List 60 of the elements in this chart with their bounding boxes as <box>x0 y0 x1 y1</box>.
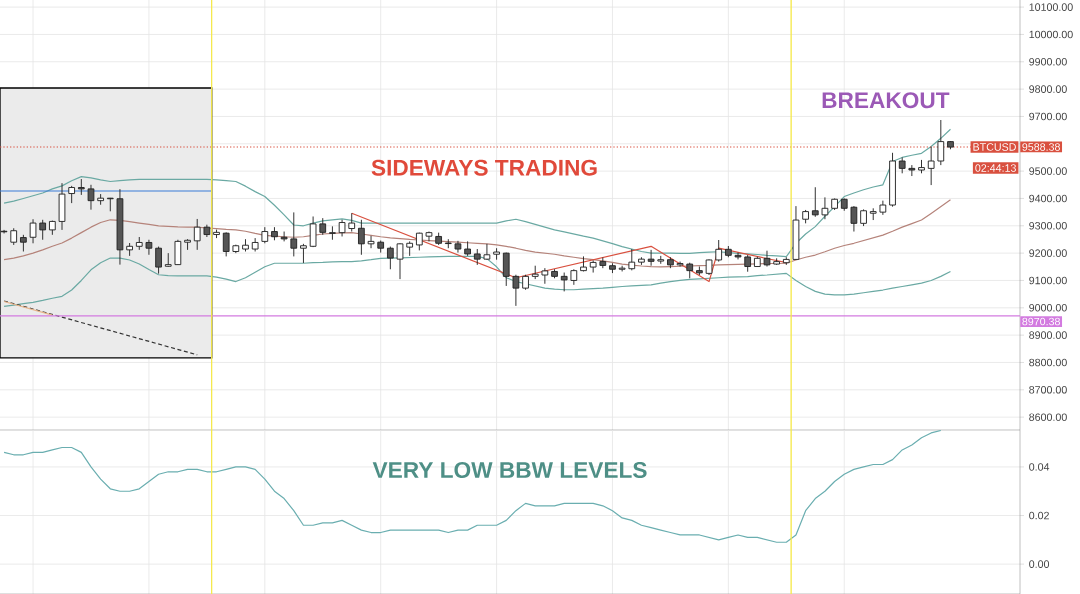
candlestick <box>483 243 491 261</box>
candlestick <box>628 248 636 271</box>
y-tick-label: 9900.00 <box>1029 58 1067 66</box>
candlestick <box>560 272 568 292</box>
text: BTCUSD <box>973 143 1016 151</box>
candlestick <box>290 211 298 257</box>
y-tick-label: 9800.00 <box>1029 85 1067 93</box>
candlestick <box>454 240 462 254</box>
y-tick-label: 9400.00 <box>1029 194 1067 203</box>
candlestick <box>348 212 356 232</box>
candlestick <box>309 216 317 248</box>
y-tick-label: 8900.00 <box>1029 331 1067 339</box>
y-tick-label: 8800.00 <box>1029 358 1067 367</box>
candlestick <box>512 274 520 307</box>
candlestick <box>937 119 945 166</box>
candlestick <box>647 249 655 267</box>
candlestick <box>87 184 95 211</box>
candlestick <box>715 239 723 263</box>
candlestick <box>329 225 336 241</box>
y-tick-label: 10100.00 <box>1029 3 1073 11</box>
annotation: VERY LOW BBW LEVELS <box>372 461 647 479</box>
candlestick <box>502 252 510 287</box>
y-tick-label: 9000.00 <box>1029 304 1067 312</box>
y-tick-label: 0.02 <box>1029 511 1049 520</box>
candlestick <box>396 242 404 280</box>
candlestick <box>367 235 375 249</box>
candlestick <box>850 205 858 232</box>
annotation: BREAKOUT <box>822 92 950 109</box>
candlestick <box>39 219 47 241</box>
candlestick <box>541 267 549 285</box>
y-tick-label: 10000.00 <box>1029 30 1073 39</box>
candlestick <box>821 196 829 220</box>
candlestick <box>811 186 819 218</box>
candlestick <box>763 250 771 267</box>
ref-line-label: 8970.38 <box>1022 317 1060 326</box>
candlestick <box>618 265 626 272</box>
candlestick <box>386 246 394 270</box>
candlestick <box>358 219 365 256</box>
candlestick <box>174 239 182 266</box>
y-tick-label: 8700.00 <box>1029 386 1067 394</box>
y-tick-label: 9200.00 <box>1029 249 1067 257</box>
text: 02:44:13 <box>975 164 1016 172</box>
y-tick-label: 9100.00 <box>1029 276 1067 285</box>
y-tick-label: 8600.00 <box>1029 413 1067 421</box>
candlestick <box>29 218 37 244</box>
candlestick <box>193 218 201 251</box>
y-tick-label: 9300.00 <box>1029 222 1067 230</box>
candlestick <box>734 252 742 260</box>
candlestick <box>222 231 230 257</box>
y-tick-label: 0.04 <box>1029 463 1050 471</box>
y-tick-label: 9500.00 <box>1029 167 1067 175</box>
ref-line-label: 9588.38 <box>1022 143 1060 151</box>
candlestick <box>155 246 162 275</box>
candlestick <box>145 239 153 256</box>
candlestick <box>927 146 935 186</box>
candlestick <box>280 231 288 242</box>
candlestick <box>300 243 307 264</box>
y-tick-label: 9700.00 <box>1029 112 1067 121</box>
y-tick-label: 0.00 <box>1029 560 1050 568</box>
annotation: SIDEWAYS TRADING <box>371 159 597 176</box>
